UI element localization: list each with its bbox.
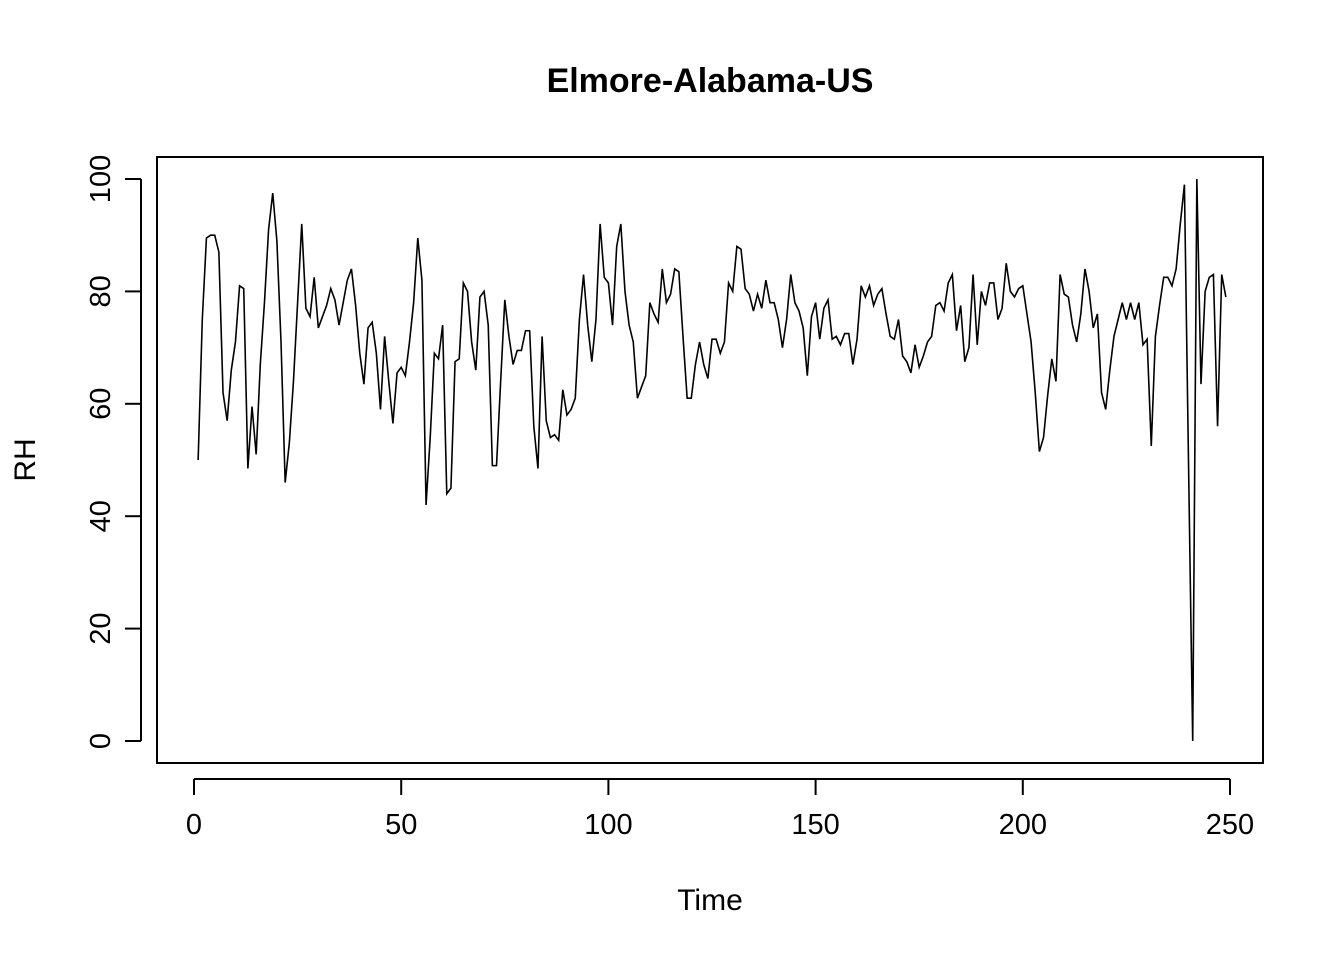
y-tick-label: 60 — [85, 388, 117, 420]
y-tick-label: 100 — [85, 155, 117, 203]
y-tick-label: 0 — [85, 733, 117, 749]
x-tick-label: 50 — [385, 809, 417, 841]
x-tick-label: 0 — [186, 809, 202, 841]
y-axis: 0 20 40 60 80 100 — [85, 155, 142, 749]
y-tick-label: 20 — [85, 612, 117, 644]
rh-series-line — [197, 178, 1227, 742]
y-tick-label: 40 — [85, 500, 117, 532]
x-axis-label: Time — [677, 884, 743, 917]
x-tick-label: 250 — [1206, 809, 1254, 841]
x-tick-label: 200 — [999, 809, 1047, 841]
plot-frame — [156, 156, 1264, 764]
y-axis-label: RH — [9, 438, 42, 481]
y-tick-label: 80 — [85, 275, 117, 307]
x-tick-label: 100 — [584, 809, 632, 841]
chart-title: Elmore-Alabama-US — [547, 62, 874, 100]
x-axis: 0 50 100 150 200 250 — [186, 778, 1254, 841]
x-tick-label: 150 — [791, 809, 839, 841]
